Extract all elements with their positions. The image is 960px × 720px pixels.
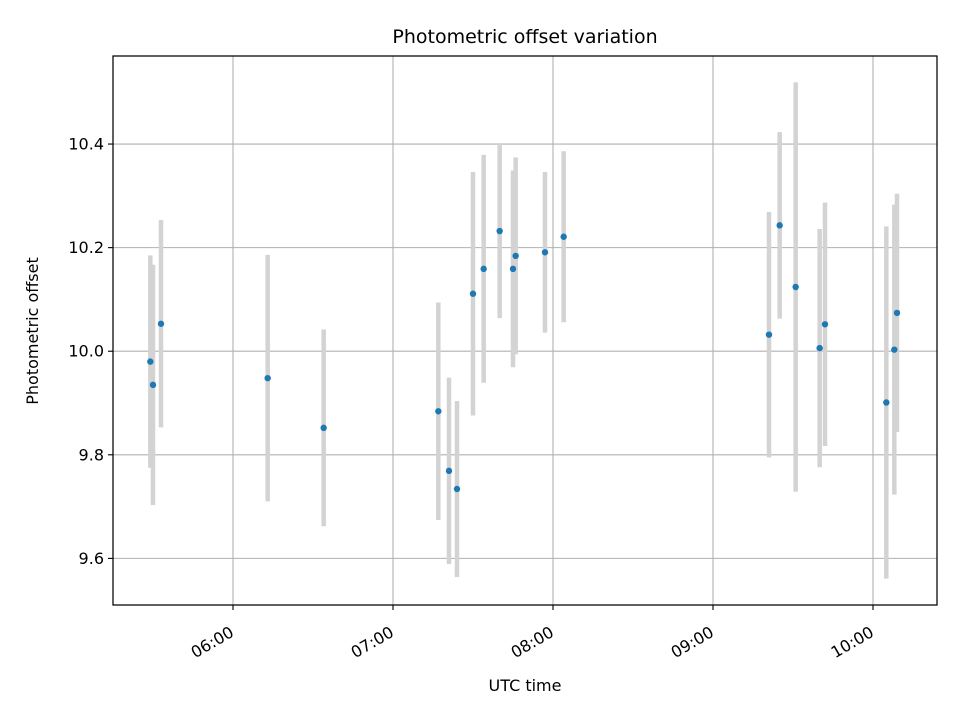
data-points <box>147 222 901 493</box>
data-point <box>147 358 154 365</box>
y-tick-label: 9.8 <box>79 445 104 464</box>
data-point <box>320 424 327 432</box>
y-axis-ticks: 9.6 9.8 10.0 10.2 10.4 <box>68 135 113 568</box>
plot-area <box>113 56 937 605</box>
data-point <box>469 290 477 297</box>
y-tick-label: 10.0 <box>68 342 104 361</box>
data-point <box>541 249 549 256</box>
data-point <box>496 227 503 235</box>
data-point <box>509 265 517 273</box>
data-point <box>765 331 773 338</box>
data-point <box>883 399 890 406</box>
data-point <box>792 283 799 291</box>
data-point <box>560 233 567 240</box>
data-point <box>821 321 829 328</box>
grid <box>113 56 937 605</box>
data-point <box>157 320 165 327</box>
y-tick-label: 10.4 <box>68 135 104 154</box>
data-point <box>264 374 271 382</box>
data-point <box>453 485 461 493</box>
data-point <box>776 222 783 229</box>
data-point <box>435 408 442 415</box>
chart-title: Photometric offset variation <box>392 26 657 48</box>
data-point <box>893 309 901 317</box>
data-point <box>816 344 823 352</box>
data-point <box>480 265 487 273</box>
y-tick-label: 10.2 <box>68 238 104 257</box>
y-tick-label: 9.6 <box>79 549 104 568</box>
data-point <box>891 346 898 353</box>
data-point <box>445 467 453 475</box>
x-axis-label: UTC time <box>489 676 562 695</box>
data-point <box>512 252 519 260</box>
data-point <box>149 381 157 389</box>
y-axis-label: Photometric offset <box>23 257 42 405</box>
plot-frame <box>112 55 938 606</box>
